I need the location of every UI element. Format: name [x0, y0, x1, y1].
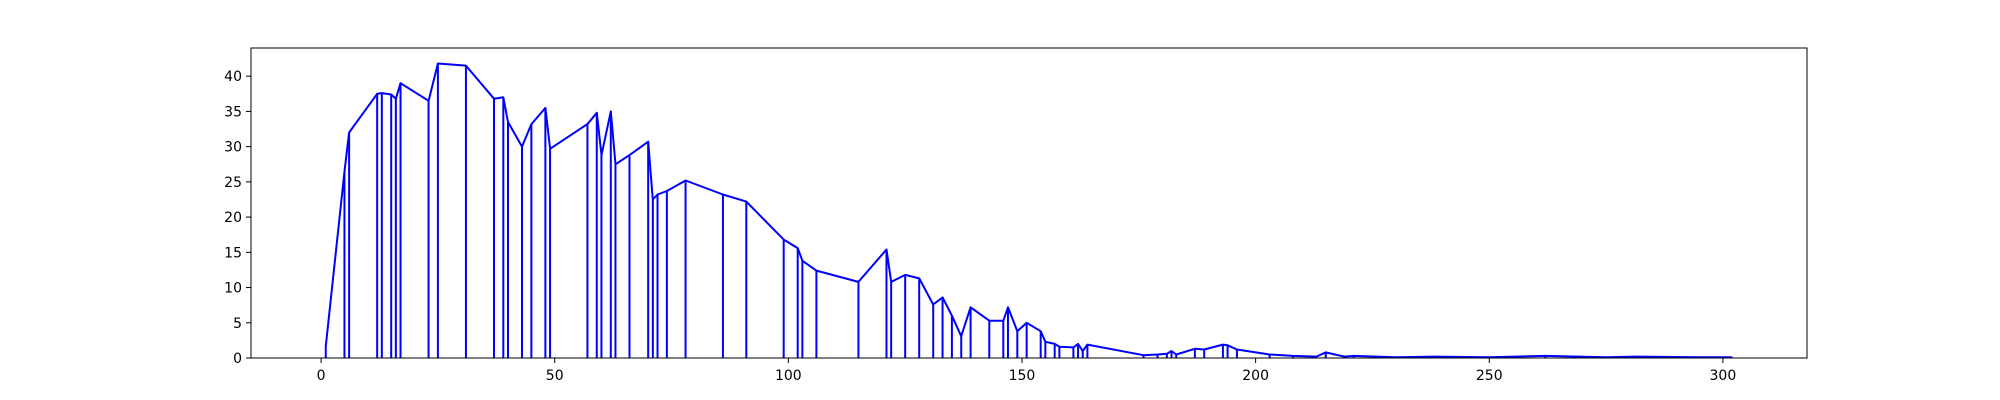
x-tick-label: 300: [1710, 368, 1737, 384]
y-tick-label: 5: [233, 316, 242, 332]
plot-area: [324, 62, 1734, 359]
x-tick-label: 200: [1242, 368, 1269, 384]
y-tick-label: 40: [224, 69, 242, 85]
series-0: [324, 62, 1734, 359]
y-tick-label: 10: [224, 281, 242, 297]
y-axis: 0 5 10 15 20 25 30 35 40: [224, 69, 251, 367]
series-line: [324, 62, 1733, 359]
x-tick-label: 100: [775, 368, 802, 384]
y-tick-label: 15: [224, 245, 242, 261]
y-tick-label: 30: [224, 140, 242, 156]
x-tick-label: 50: [546, 368, 564, 384]
y-tick-label: 0: [233, 351, 242, 367]
x-tick-label: 0: [317, 368, 326, 384]
x-axis: 0 50 100 150 200 250 300: [317, 358, 1737, 384]
x-tick-label: 250: [1476, 368, 1503, 384]
x-tick-label: 150: [1009, 368, 1036, 384]
y-tick-label: 35: [224, 104, 242, 120]
y-tick-label: 25: [224, 175, 242, 191]
y-tick-label: 20: [224, 210, 242, 226]
axes-frame: [250, 47, 1808, 359]
